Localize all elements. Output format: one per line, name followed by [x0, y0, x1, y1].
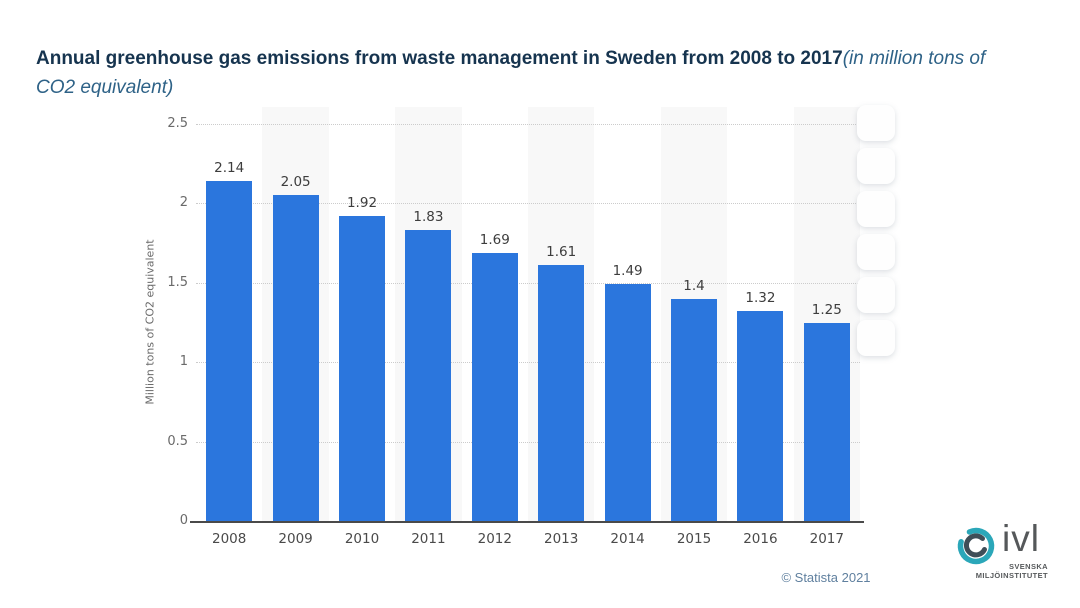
gridline-0.5 [196, 441, 860, 443]
gridline-2.5 [196, 124, 860, 125]
value-label-2008: 2.14 [214, 160, 245, 177]
value-label-2014: 1.49 [612, 263, 643, 280]
ivl-org-line2: MILJÖINSTITUTET [975, 571, 1048, 580]
chart-title: Annual greenhouse gas emissions from was… [36, 44, 988, 102]
x-tick-2012: 2012 [477, 531, 512, 547]
chart-toolbar-button-5[interactable] [857, 277, 895, 313]
chart-toolbar-button-4[interactable] [857, 234, 895, 270]
bar-2010[interactable] [339, 216, 385, 521]
value-label-2013: 1.61 [546, 244, 577, 261]
bar-2011[interactable] [405, 230, 452, 521]
bar-2012[interactable] [471, 252, 518, 521]
ivl-org-line1: SVENSKA [1008, 562, 1048, 571]
value-label-2010: 1.92 [346, 195, 378, 212]
bar-2008[interactable] [206, 181, 253, 521]
ivl-logo-text: ivl [1002, 518, 1040, 559]
gridline-1 [196, 362, 860, 364]
value-label-2012: 1.69 [479, 231, 510, 248]
y-tick-1.5: 1.5 [167, 274, 188, 290]
value-label-2015: 1.4 [683, 277, 705, 294]
y-tick-0.5: 0.5 [167, 433, 188, 449]
y-tick-1: 1 [179, 354, 188, 370]
y-tick-0: 0 [179, 513, 188, 528]
bar-2017[interactable] [803, 322, 850, 521]
x-tick-2009: 2009 [278, 531, 313, 547]
chart-toolbar-button-3[interactable] [857, 191, 895, 227]
x-tick-2008: 2008 [212, 531, 247, 547]
x-tick-2016: 2016 [743, 531, 778, 547]
bar-2009[interactable] [272, 195, 319, 521]
y-tick-2.5: 2.5 [167, 116, 188, 131]
x-tick-2010: 2010 [344, 531, 380, 547]
x-tick-2015: 2015 [676, 531, 712, 547]
x-axis-line [190, 521, 864, 523]
y-tick-2: 2 [179, 195, 188, 211]
chart-title-unit: (in million tons of CO2 equivalent) [36, 48, 986, 98]
chart-title-main: Annual greenhouse gas emissions from was… [36, 48, 843, 69]
chart-toolbar-button-1[interactable] [857, 105, 895, 141]
ivl-swirl-icon [957, 527, 995, 565]
value-label-2017: 1.25 [811, 301, 842, 318]
ivl-logo: ivl SVENSKA MILJÖINSTITUTET [956, 518, 1052, 588]
y-axis-title: Million tons of CO2 equivalent [143, 239, 157, 405]
bar-2015[interactable] [671, 298, 717, 521]
ivl-org-name: SVENSKA MILJÖINSTITUTET [968, 562, 1048, 580]
gridline-1.5 [196, 282, 860, 284]
gridline-2 [196, 203, 860, 205]
x-tick-2013: 2013 [544, 531, 579, 547]
x-tick-2017: 2017 [809, 531, 844, 547]
chart-toolbar-button-2[interactable] [857, 148, 895, 184]
statista-copyright: © Statista 2021 [781, 570, 871, 585]
value-label-2016: 1.32 [745, 290, 776, 307]
chart-toolbar-button-6[interactable] [857, 320, 895, 356]
bar-2014[interactable] [604, 284, 651, 521]
bar-2013[interactable] [538, 265, 585, 521]
x-tick-2014: 2014 [610, 531, 645, 547]
x-tick-2011: 2011 [411, 531, 446, 547]
value-label-2009: 2.05 [280, 174, 311, 191]
bar-2016[interactable] [737, 311, 784, 521]
value-label-2011: 1.83 [413, 209, 444, 226]
